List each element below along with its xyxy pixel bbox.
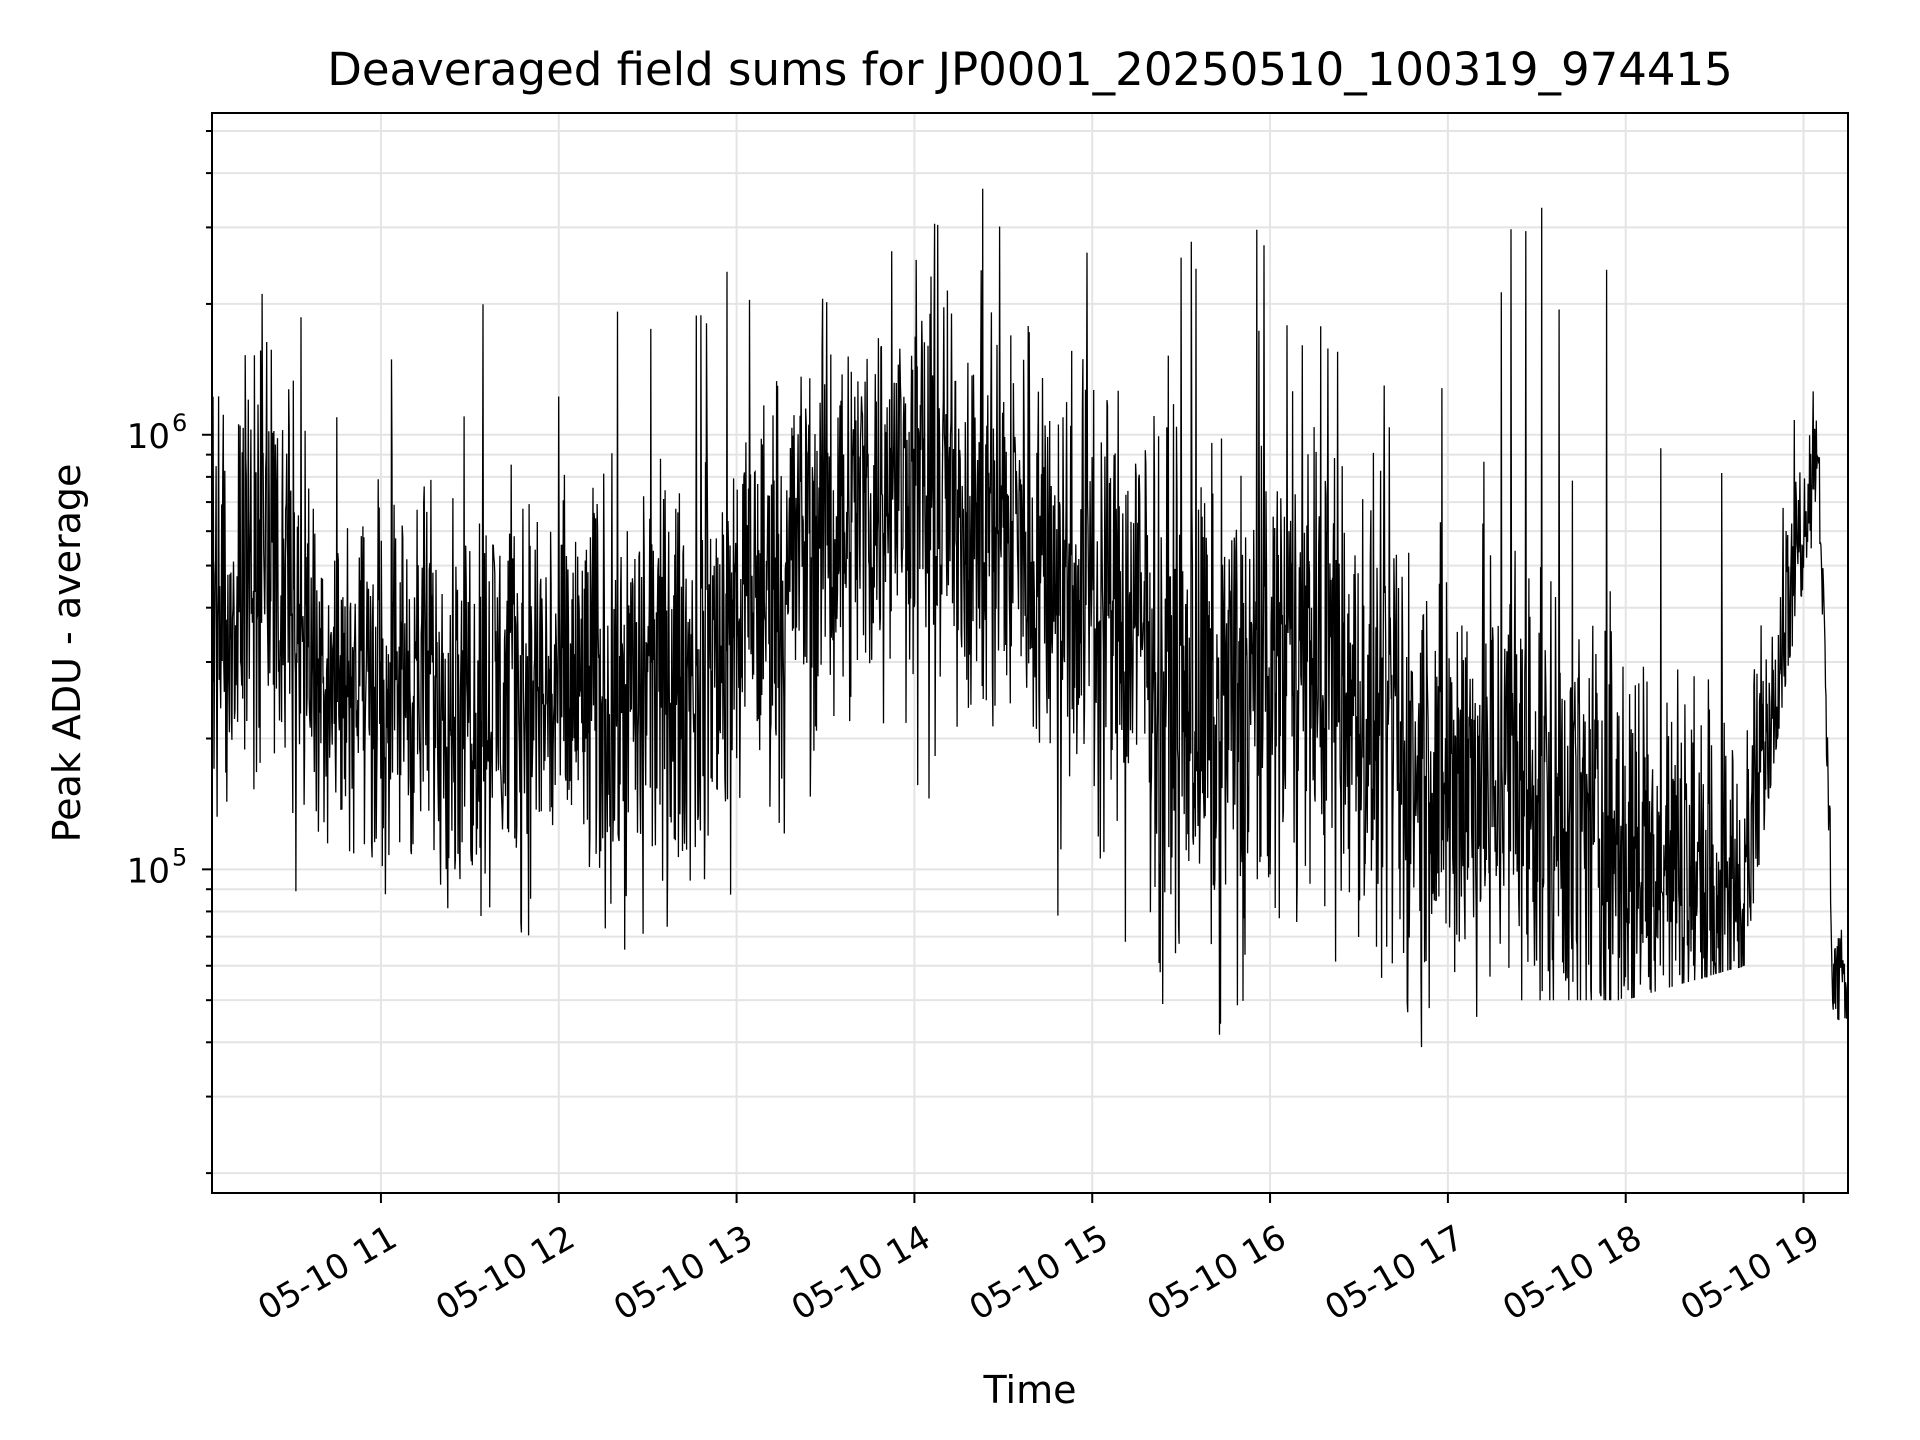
y-tick-label: 10: [127, 417, 170, 457]
y-tick-label: 10: [127, 851, 170, 891]
series-line: [211, 188, 1849, 1048]
chart-title: Deaveraged field sums for JP0001_2025051…: [327, 43, 1733, 96]
x-axis-label: Time: [983, 1368, 1077, 1412]
y-tick-exponent: 5: [172, 843, 187, 871]
y-tick-exponent: 6: [172, 409, 187, 437]
y-axis-label: Peak ADU - average: [45, 464, 89, 843]
plot-frame: [211, 112, 1849, 1194]
